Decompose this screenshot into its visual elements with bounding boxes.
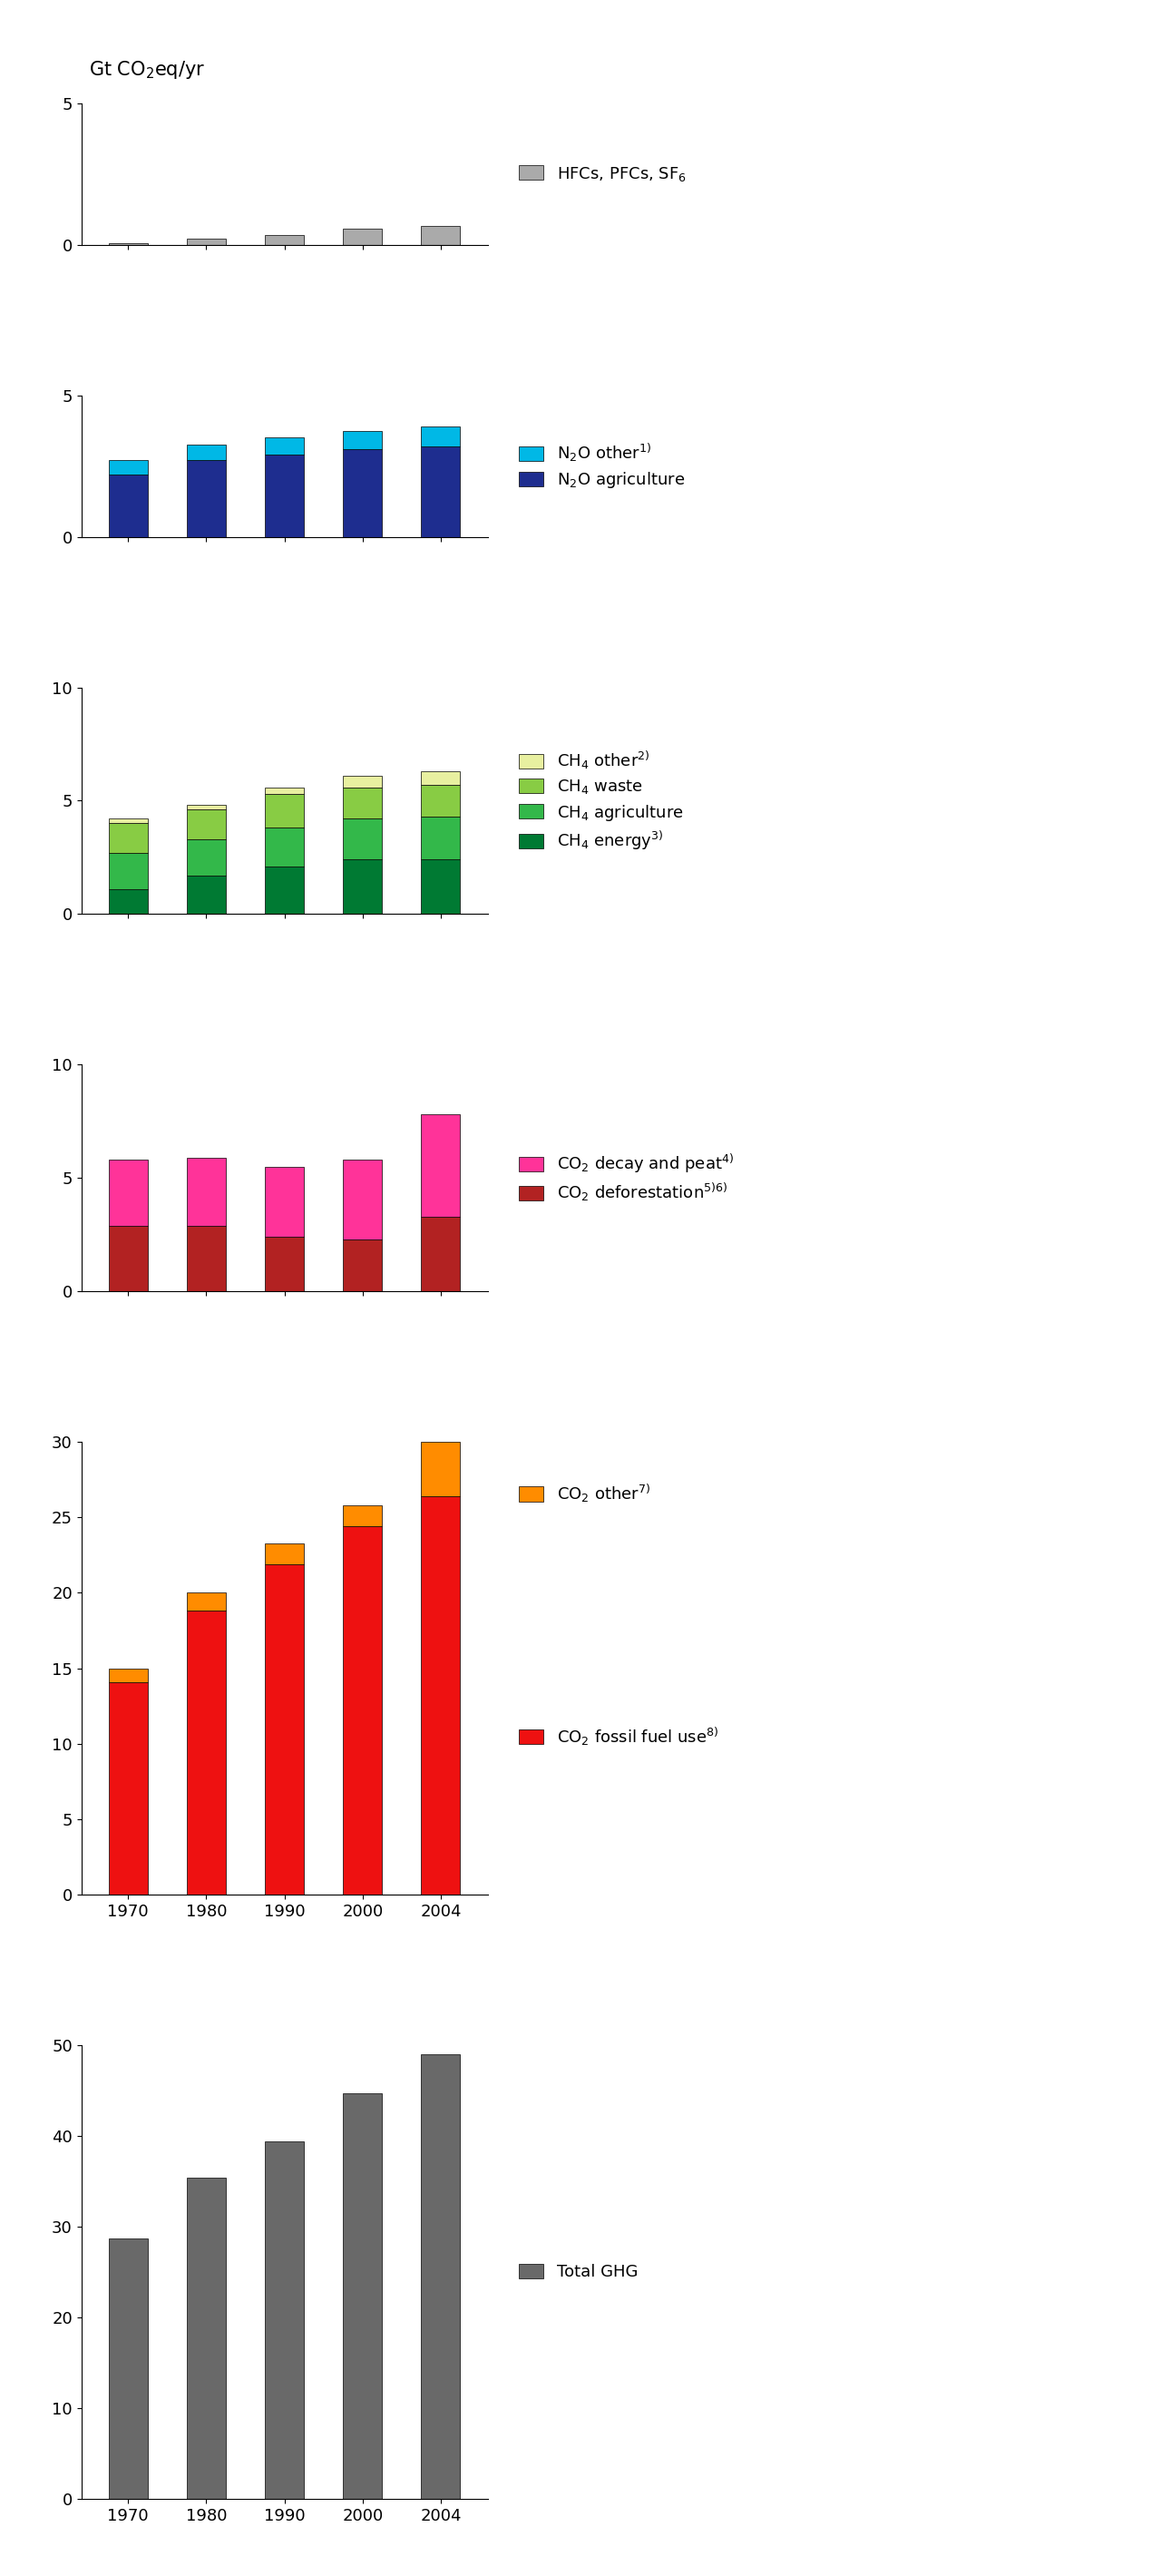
Bar xyxy=(421,2056,460,2499)
Bar xyxy=(265,438,304,456)
Bar xyxy=(421,1216,460,1291)
Bar xyxy=(109,1669,147,1682)
Bar xyxy=(265,788,304,793)
Bar xyxy=(342,1504,382,1528)
Bar xyxy=(421,1115,460,1216)
Bar xyxy=(109,889,147,914)
Legend: CO$_2$ decay and peat$^{4)}$, CO$_2$ deforestation$^{5) 6)}$: CO$_2$ decay and peat$^{4)}$, CO$_2$ def… xyxy=(519,1151,734,1203)
Bar xyxy=(265,793,304,827)
Bar xyxy=(265,2141,304,2499)
Bar xyxy=(265,866,304,914)
Text: Gt CO$_2$eq/yr: Gt CO$_2$eq/yr xyxy=(89,59,205,80)
Bar xyxy=(421,227,460,245)
Bar xyxy=(265,234,304,245)
Bar xyxy=(421,446,460,536)
Legend: HFCs, PFCs, SF$_6$: HFCs, PFCs, SF$_6$ xyxy=(519,165,686,183)
Bar xyxy=(342,788,382,819)
Bar xyxy=(265,1564,304,1896)
Legend: Total GHG: Total GHG xyxy=(519,2264,637,2280)
Bar xyxy=(187,876,226,914)
Bar xyxy=(421,817,460,860)
Legend: CO$_2$ fossil fuel use$^{8)}$: CO$_2$ fossil fuel use$^{8)}$ xyxy=(519,1726,719,1747)
Bar xyxy=(109,461,147,474)
Bar xyxy=(342,1159,382,1239)
Bar xyxy=(421,860,460,914)
Bar xyxy=(187,240,226,245)
Bar xyxy=(109,1682,147,1896)
Bar xyxy=(187,2177,226,2499)
Bar xyxy=(187,1157,226,1226)
Bar xyxy=(265,456,304,536)
Bar xyxy=(187,806,226,809)
Bar xyxy=(265,1543,304,1564)
Bar xyxy=(342,1528,382,1896)
Bar xyxy=(342,2094,382,2499)
Bar xyxy=(187,461,226,536)
Bar xyxy=(187,1610,226,1896)
Bar xyxy=(109,2239,147,2499)
Bar xyxy=(109,1159,147,1226)
Bar xyxy=(342,819,382,860)
Bar xyxy=(109,474,147,536)
Bar xyxy=(187,1226,226,1291)
Legend: N$_2$O other$^{1)}$, N$_2$O agriculture: N$_2$O other$^{1)}$, N$_2$O agriculture xyxy=(519,443,685,489)
Bar xyxy=(421,786,460,817)
Bar xyxy=(187,1592,226,1610)
Bar xyxy=(421,770,460,786)
Bar xyxy=(109,819,147,824)
Bar xyxy=(109,1226,147,1291)
Bar xyxy=(342,229,382,245)
Bar xyxy=(187,840,226,876)
Bar xyxy=(265,1236,304,1291)
Bar xyxy=(265,1167,304,1236)
Bar xyxy=(187,446,226,461)
Bar xyxy=(265,827,304,866)
Bar xyxy=(342,1239,382,1291)
Bar xyxy=(342,775,382,788)
Bar xyxy=(342,860,382,914)
Bar xyxy=(342,430,382,448)
Bar xyxy=(421,1497,460,1896)
Bar xyxy=(342,448,382,536)
Bar xyxy=(187,809,226,840)
Legend: CH$_4$ other$^{2)}$, CH$_4$ waste, CH$_4$ agriculture, CH$_4$ energy$^{3)}$: CH$_4$ other$^{2)}$, CH$_4$ waste, CH$_4… xyxy=(519,750,684,853)
Bar xyxy=(421,1443,460,1497)
Bar xyxy=(109,824,147,853)
Bar xyxy=(109,853,147,889)
Bar xyxy=(421,428,460,446)
